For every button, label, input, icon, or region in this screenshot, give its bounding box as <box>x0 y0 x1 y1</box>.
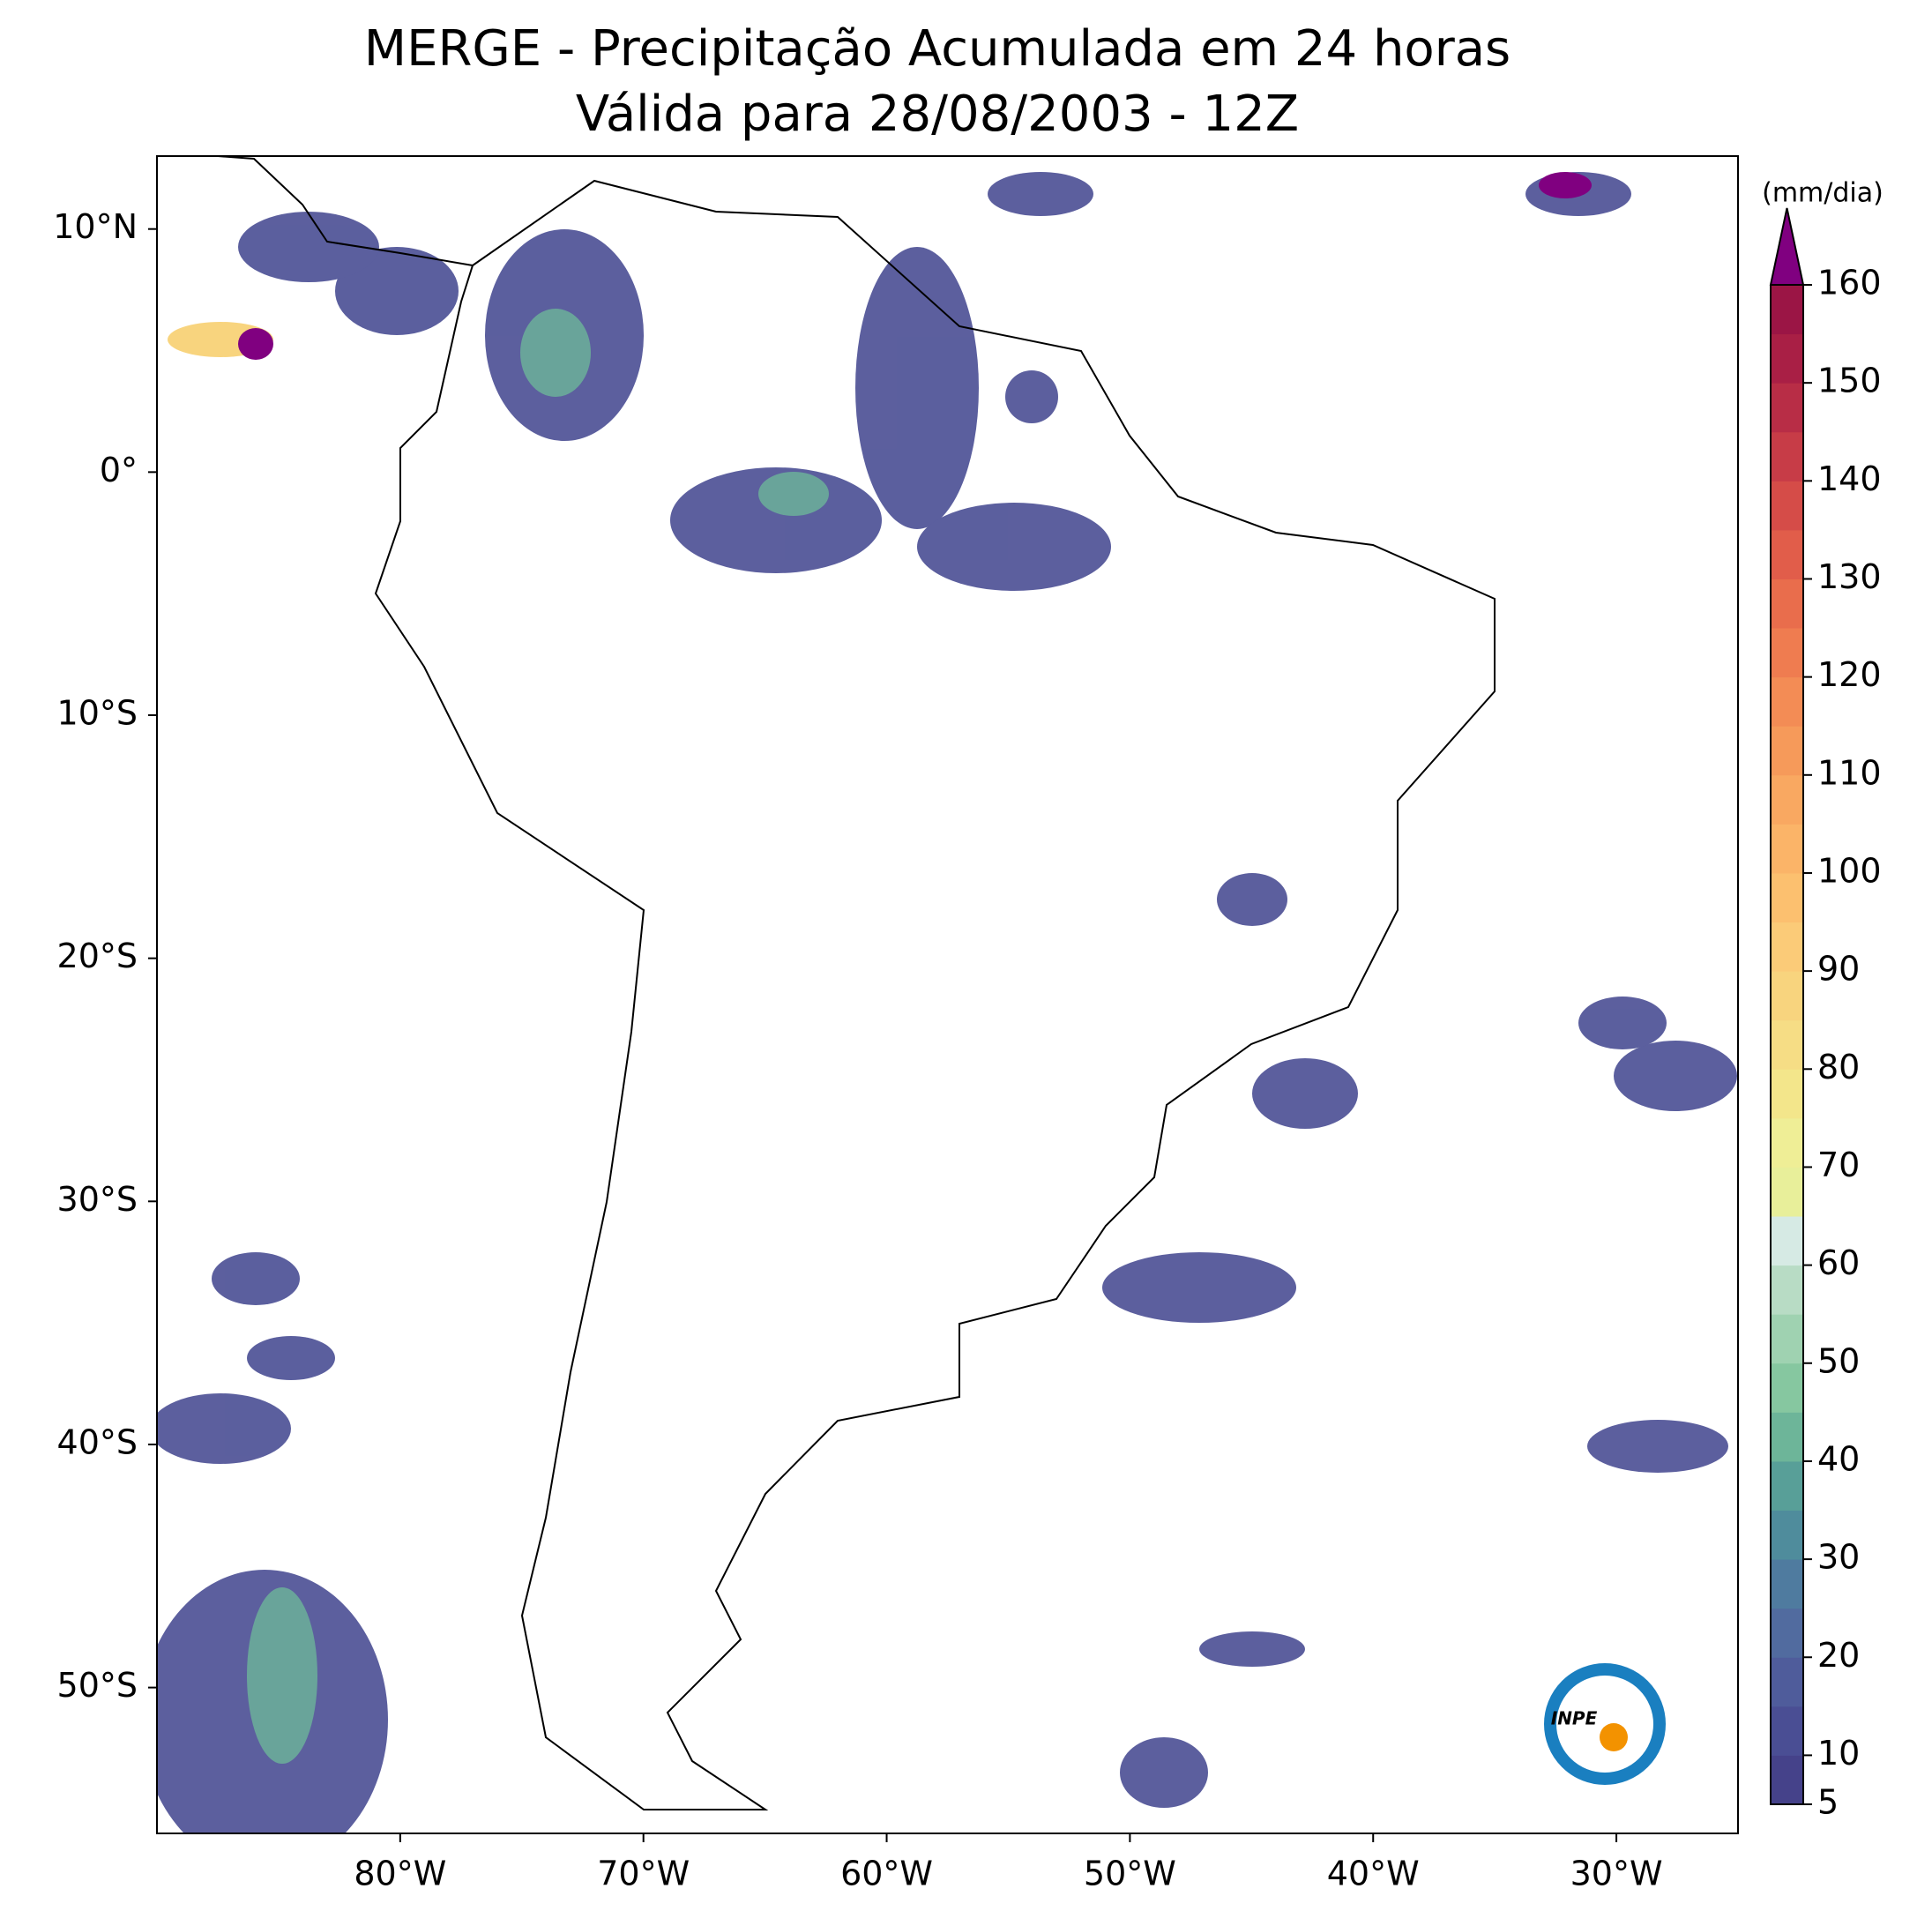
x-tick-label: 30°W <box>1570 1855 1663 1893</box>
x-tick-label: 50°W <box>1084 1855 1176 1893</box>
colorbar-band <box>1771 529 1803 579</box>
colorbar-band <box>1771 1069 1803 1119</box>
colorbar-tick-label: 70 <box>1817 1146 1860 1184</box>
colorbar-band <box>1771 1608 1803 1658</box>
colorbar-band <box>1771 1657 1803 1707</box>
colorbar-band <box>1771 1019 1803 1070</box>
colorbar-band <box>1771 872 1803 923</box>
colorbar-band <box>1771 1362 1803 1413</box>
y-tick-label: 10°S <box>57 694 138 733</box>
colorbar-tick-label: 80 <box>1817 1048 1860 1086</box>
colorbar-band <box>1771 285 1803 335</box>
colorbar-frame <box>1770 285 1804 1805</box>
colorbar-tick-label: 160 <box>1817 264 1882 302</box>
colorbar-band <box>1771 1460 1803 1512</box>
x-tick-label: 80°W <box>354 1855 446 1893</box>
colorbar-tick-label: 5 <box>1817 1783 1839 1822</box>
y-tick-label: 40°S <box>57 1422 138 1461</box>
colorbar-band <box>1771 1117 1803 1168</box>
x-tick-label: 60°W <box>840 1855 933 1893</box>
colorbar-band <box>1771 1510 1803 1560</box>
colorbar-tick-label: 100 <box>1817 851 1882 890</box>
colorbar-band <box>1771 1216 1803 1266</box>
y-tick-label: 0° <box>100 451 138 489</box>
x-tick-label: 70°W <box>597 1855 690 1893</box>
precipitation <box>157 172 1737 1833</box>
colorbar-band <box>1771 1706 1803 1756</box>
title: MERGE - Precipitação Acumulada em 24 hor… <box>364 20 1511 78</box>
colorbar-band <box>1771 1412 1803 1462</box>
colorbar-tick-label: 140 <box>1817 459 1882 498</box>
logo: INPE <box>1544 1663 1666 1785</box>
map-frame <box>156 155 1739 1834</box>
colorbar-band <box>1771 431 1803 481</box>
colorbar-band <box>1771 579 1803 629</box>
colorbar-band <box>1771 774 1803 825</box>
colorbar-tick-label: 150 <box>1817 362 1882 400</box>
colorbar-tick-label: 130 <box>1817 557 1882 596</box>
colorbar-band <box>1771 1755 1803 1805</box>
y-tick-label: 10°N <box>53 207 138 246</box>
colorbar-tick-label: 110 <box>1817 753 1882 792</box>
colorbar-tick-label: 40 <box>1817 1439 1860 1478</box>
logo-text: INPE <box>1551 1708 1598 1729</box>
colorbar-tick-label: 90 <box>1817 950 1860 989</box>
colorbar-band <box>1771 676 1803 727</box>
colorbar-extend <box>1769 207 1805 286</box>
colorbar-band <box>1771 1559 1803 1609</box>
colorbar-band <box>1771 1265 1803 1315</box>
colorbar-band <box>1771 333 1803 384</box>
colorbar-tick-label: 50 <box>1817 1341 1860 1380</box>
y-tick-label: 30°S <box>57 1180 138 1219</box>
colorbar-tick-label: 60 <box>1817 1243 1860 1282</box>
colorbar-tick-label: 10 <box>1817 1734 1860 1773</box>
colorbar-band <box>1771 1314 1803 1364</box>
colorbar-band <box>1771 481 1803 531</box>
subtitle: Válida para 28/08/2003 - 12Z <box>576 86 1299 143</box>
colorbar-label: (mm/dia) <box>1762 178 1884 209</box>
colorbar-band <box>1771 922 1803 972</box>
y-tick-label: 50°S <box>57 1666 138 1705</box>
colorbar-band <box>1771 1167 1803 1217</box>
colorbar-band <box>1771 726 1803 776</box>
colorbar-tick-label: 30 <box>1817 1538 1860 1577</box>
colorbar-band <box>1771 383 1803 433</box>
y-tick-label: 20°S <box>57 937 138 975</box>
colorbar-band <box>1771 628 1803 678</box>
x-tick-label: 40°W <box>1327 1855 1420 1893</box>
coastline <box>217 155 1496 1810</box>
colorbar-tick-label: 120 <box>1817 655 1882 694</box>
colorbar-tick-label: 20 <box>1817 1636 1860 1675</box>
colorbar-band <box>1771 824 1803 874</box>
colorbar-band <box>1771 971 1803 1021</box>
